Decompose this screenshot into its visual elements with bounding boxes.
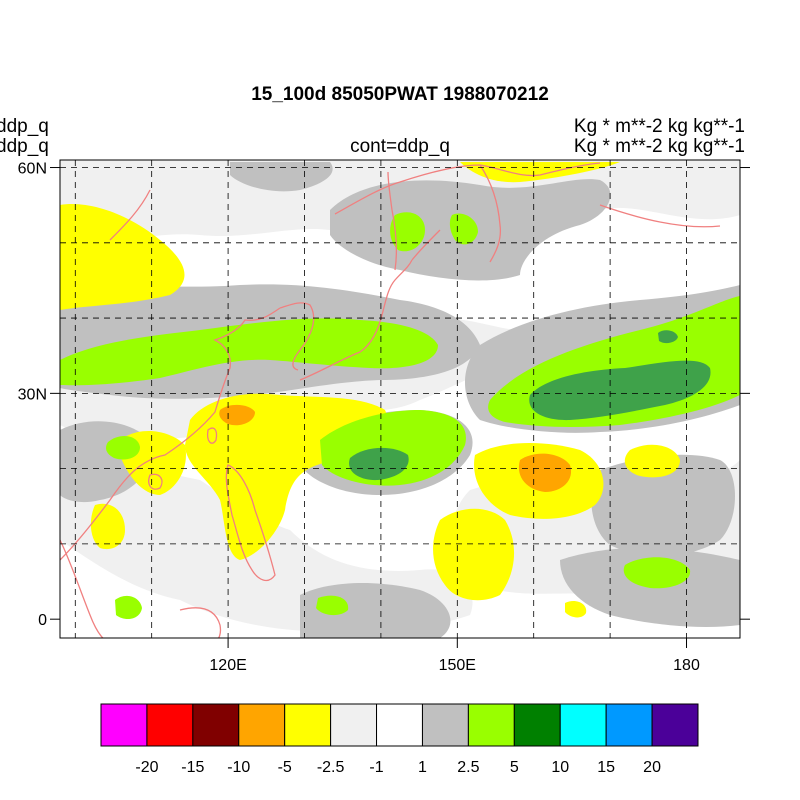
colorbar-box [100, 703, 148, 747]
colorbar: -20 -15 -10 -5 -2.5 -1 1 2.5 5 10 15 20 [100, 703, 699, 776]
contour-yellow-north [460, 162, 620, 183]
units-title-line-2: Kg * m**-2 kg kg**-1 [573, 136, 745, 157]
contour-grey-east-lower [591, 454, 735, 556]
colorbar-box [651, 703, 699, 747]
lon-tick-label: 180 [673, 657, 700, 674]
coastlines [60, 162, 721, 638]
coast-aleutian [599, 204, 721, 228]
coast-china [60, 307, 281, 561]
colorbar-box [559, 703, 607, 747]
coast-taiwan [206, 427, 218, 444]
filled-contours [60, 160, 740, 638]
units-title-line-1: Kg * m**-2 kg kg**-1 [573, 116, 745, 137]
coast-okhotsk [334, 162, 601, 215]
colorbar-box [421, 703, 469, 747]
contour-lgreen-wsea [106, 435, 140, 460]
contour-lgreen-mid [60, 318, 438, 386]
contour-lgreen-sw [115, 595, 142, 620]
grid-lines [60, 160, 740, 638]
coast-kamchatka [479, 164, 502, 263]
coast-borneo [179, 607, 222, 638]
left-title-line-1: ddp_q [0, 116, 49, 137]
colorbar-box [192, 703, 240, 747]
contour-yellow-nw [60, 204, 185, 310]
center-title: cont=ddp_q [350, 136, 450, 157]
coast-indochina [60, 539, 104, 638]
coast-philippines [225, 464, 276, 582]
contour-lgreen-south [316, 595, 349, 616]
axis-ticks: 0 30N 60N 120E 150E 180 [18, 161, 750, 674]
colorbar-label: 2.5 [457, 759, 479, 776]
coast-japan [299, 259, 413, 381]
coast-kuril [411, 229, 441, 261]
contour-grey-north-band [230, 162, 333, 192]
colorbar-box [376, 703, 423, 747]
contour-lgreen-se [623, 557, 691, 589]
contour-yellow-sw [90, 503, 125, 550]
colorbar-box [513, 703, 561, 747]
coast-sakhalin [387, 171, 398, 271]
lat-tick-label: 0 [38, 612, 47, 629]
map-frame [59, 159, 741, 639]
lat-tick-label: 30N [18, 386, 47, 403]
colorbar-label: 10 [551, 759, 569, 776]
colorbar-box [146, 703, 194, 747]
colorbar-label: 5 [510, 759, 519, 776]
colorbar-label: 20 [643, 759, 661, 776]
colorbar-label: -5 [278, 759, 292, 776]
lat-tick-label: 60N [18, 161, 47, 178]
colorbar-label: 1 [418, 759, 427, 776]
lon-tick-label: 120E [209, 657, 246, 674]
contour-yellow-tiny [565, 601, 587, 618]
contour-orange-east [518, 453, 572, 492]
colorbar-label: -10 [227, 759, 250, 776]
contour-lgreen-north-b [449, 213, 478, 245]
colorbar-box [330, 703, 378, 747]
contour-orange-center [219, 404, 255, 426]
coast-hainan [148, 473, 163, 490]
colorbar-box [605, 703, 653, 747]
left-title-line-2: ddp_q [0, 136, 49, 157]
colorbar-label: -20 [135, 759, 158, 776]
colorbar-label: -15 [181, 759, 204, 776]
contour-yellow-south [433, 508, 515, 601]
coast-sea-of-japan-nw [109, 189, 151, 241]
colorbar-box [284, 703, 332, 747]
colorbar-label: 15 [597, 759, 615, 776]
contour-green-east-small [658, 330, 678, 344]
colorbar-label: -1 [369, 759, 383, 776]
colorbar-box [238, 703, 286, 747]
coast-korea [279, 302, 315, 371]
colorbar-box [467, 703, 515, 747]
contour-lgreen-north-a [390, 212, 425, 252]
lon-tick-label: 150E [439, 657, 476, 674]
plot-title: 15_100d 85050PWAT 1988070212 [251, 84, 549, 105]
contour-green-east [529, 360, 711, 421]
contour-green-subtrop [349, 447, 409, 481]
colorbar-label: -2.5 [317, 759, 345, 776]
contour-yellow-east-small [624, 444, 680, 478]
